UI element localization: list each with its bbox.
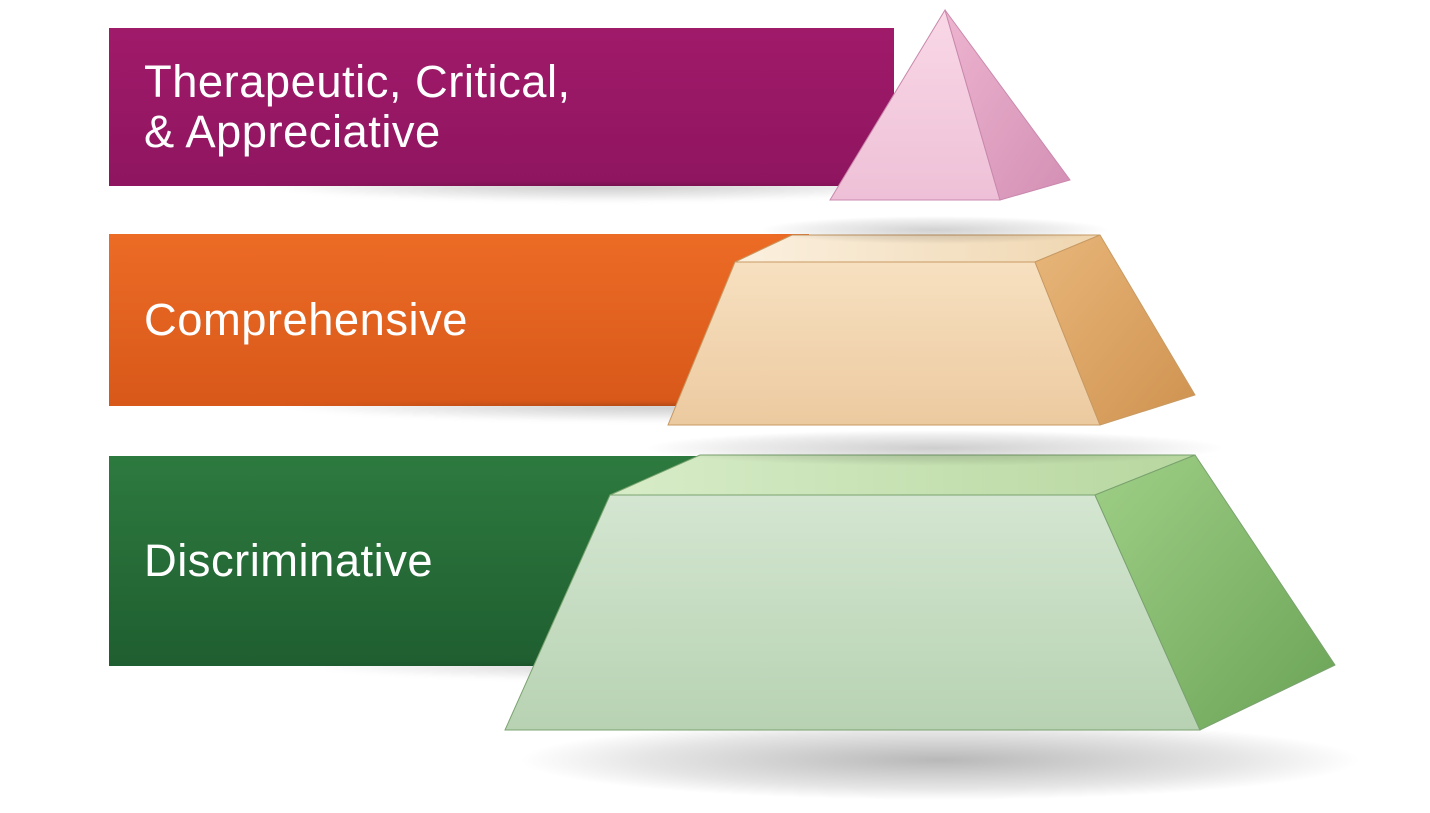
pyramid-ground-shadow <box>520 720 1360 800</box>
pyramid-tier-middle <box>668 235 1195 425</box>
pyramid-diagram: Therapeutic, Critical, & Appreciative Co… <box>0 0 1430 813</box>
tier-gap-shadow-bottom <box>645 430 1225 466</box>
pyramid-tier-bottom <box>505 455 1335 730</box>
pyramid-tier-top <box>830 10 1070 200</box>
pyramid-svg <box>0 0 1430 813</box>
tier-gap-shadow-middle <box>760 216 1110 244</box>
